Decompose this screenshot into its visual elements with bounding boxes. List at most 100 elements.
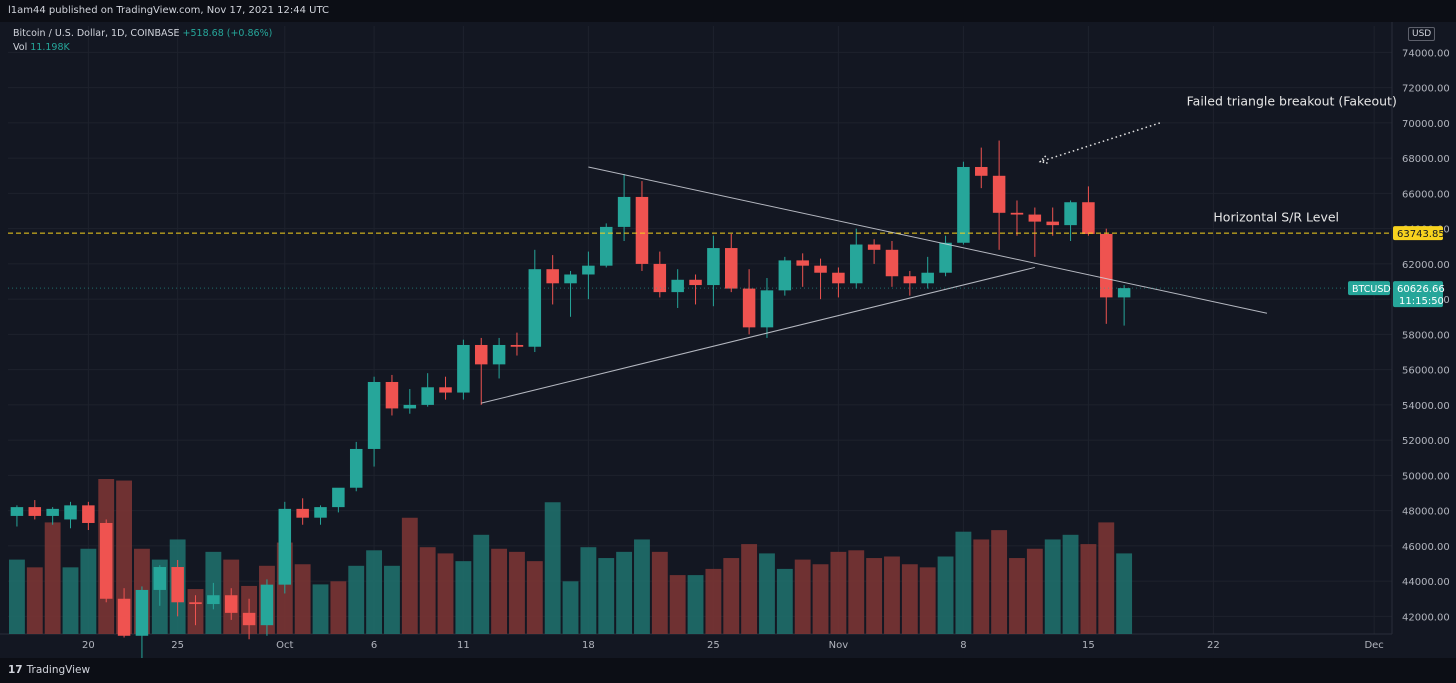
volume-bar	[973, 539, 990, 634]
volume-bar	[473, 534, 490, 634]
price-tag-label: 63743.85	[1397, 229, 1445, 240]
candle-body	[617, 196, 631, 227]
volume-bar	[705, 568, 722, 634]
volume-bar	[1009, 558, 1025, 634]
symbol-tag	[1348, 281, 1390, 296]
volume-bar	[455, 561, 472, 634]
candle-body	[10, 507, 24, 516]
currency-button[interactable]: USD	[1408, 27, 1436, 41]
volume-bar	[80, 548, 97, 634]
tradingview-logo[interactable]: 17 TradingView	[8, 662, 90, 678]
volume-bar	[1080, 544, 1097, 634]
annotation-arrowhead	[1038, 155, 1049, 164]
volume-bar	[759, 553, 775, 634]
volume-bar	[9, 559, 25, 634]
fakeout-annotation: Failed triangle breakout (Fakeout)	[1187, 93, 1397, 108]
date-tick-label: 22	[1207, 640, 1220, 651]
date-tick-label: 25	[171, 640, 184, 651]
candle-body	[921, 272, 934, 284]
lower-triangle-line	[481, 266, 1035, 404]
volume-bar	[955, 531, 972, 634]
sr-annotation: Horizontal S/R Level	[1213, 210, 1339, 225]
volume-bar	[330, 581, 347, 634]
volume-bar	[294, 564, 311, 634]
volume-bar	[62, 567, 79, 634]
candle-body	[510, 344, 524, 347]
chart-legend: Bitcoin / U.S. Dollar, 1D, COINBASE +518…	[13, 27, 272, 55]
candle-body	[421, 387, 434, 405]
volume-bar	[794, 559, 811, 634]
price-tick-label: 56000.00	[1402, 366, 1450, 377]
candle-body	[242, 612, 256, 626]
candle-body	[349, 448, 363, 488]
candlestick-chart[interactable]: 42000.00 44000.00 46000.00 48000.00 50000.00…	[0, 22, 1456, 658]
volume-bar	[723, 558, 740, 634]
volume-bar	[401, 517, 418, 634]
candle-body	[46, 508, 59, 516]
candle-body	[224, 595, 238, 613]
candle-body	[367, 381, 381, 449]
volume-bar	[884, 556, 900, 634]
volume-bar	[830, 551, 847, 634]
volume-label: Vol	[13, 42, 28, 53]
candle-body	[867, 244, 881, 250]
price-tick-label: 62000.00	[1402, 260, 1450, 271]
symbol-description: Bitcoin / U.S. Dollar, 1D, COINBASE	[13, 28, 180, 39]
candle-body	[796, 260, 809, 266]
candle-body	[546, 269, 559, 284]
candle-body	[171, 567, 184, 603]
volume-bar	[526, 561, 543, 634]
price-tick-label: 70000.00	[1402, 119, 1450, 130]
price-tick-label: 66000.00	[1402, 189, 1450, 200]
candle-body	[28, 507, 42, 516]
candle-body	[885, 249, 899, 277]
chart-area[interactable]: 42000.00 44000.00 46000.00 48000.00 50000.00…	[0, 22, 1456, 658]
candle-body	[1117, 288, 1131, 298]
candle-body	[671, 279, 684, 293]
published-text: l1am44 published on TradingView.com, Nov…	[8, 5, 329, 16]
volume-bar	[419, 547, 436, 634]
volume-bar	[1098, 522, 1115, 634]
candle-body	[582, 265, 595, 275]
candle-body	[117, 598, 131, 636]
candle-body	[599, 226, 613, 266]
volume-bar	[687, 575, 704, 634]
volume-bar	[26, 567, 43, 634]
price-tick-label: 74000.00	[1402, 48, 1450, 59]
candle-body	[457, 344, 470, 393]
candle-body	[296, 508, 309, 518]
candle-body	[314, 507, 327, 518]
price-tick-label: 54000.00	[1402, 401, 1450, 412]
candle-body	[939, 242, 952, 273]
volume-bar	[348, 565, 365, 634]
candle-body	[707, 248, 720, 286]
candle-body	[385, 381, 399, 409]
date-tick-label: Oct	[276, 640, 293, 651]
date-tick-label: 15	[1082, 640, 1095, 651]
price-tick-label: 44000.00	[1402, 577, 1450, 588]
symbol-tag-label: BTCUSD	[1352, 284, 1391, 295]
price-tick-label: 50000.00	[1402, 471, 1450, 482]
candle-body	[742, 288, 756, 328]
price-tick-label: 48000.00	[1402, 507, 1450, 518]
date-tick-label: 11	[457, 640, 470, 651]
price-tick-label: 42000.00	[1402, 612, 1450, 623]
candle-body	[725, 248, 738, 289]
volume-bar	[491, 548, 508, 634]
volume-bar	[651, 551, 668, 634]
volume-bar	[937, 556, 954, 634]
volume-bar	[116, 480, 133, 634]
footer-bar: 17 TradingView	[0, 658, 1456, 683]
volume-bar	[866, 558, 883, 634]
price-tick-label: 68000.00	[1402, 154, 1450, 165]
price-tick-label: 46000.00	[1402, 542, 1450, 553]
candle-body	[1028, 214, 1042, 222]
candle-body	[135, 589, 149, 636]
candle-body	[153, 567, 167, 590]
volume-bar	[598, 558, 615, 634]
candle-body	[528, 269, 542, 347]
candle-body	[492, 344, 506, 365]
candle-body	[564, 274, 577, 284]
tradingview-logo-icon: 17	[8, 664, 23, 676]
volume-bar	[1062, 534, 1079, 634]
